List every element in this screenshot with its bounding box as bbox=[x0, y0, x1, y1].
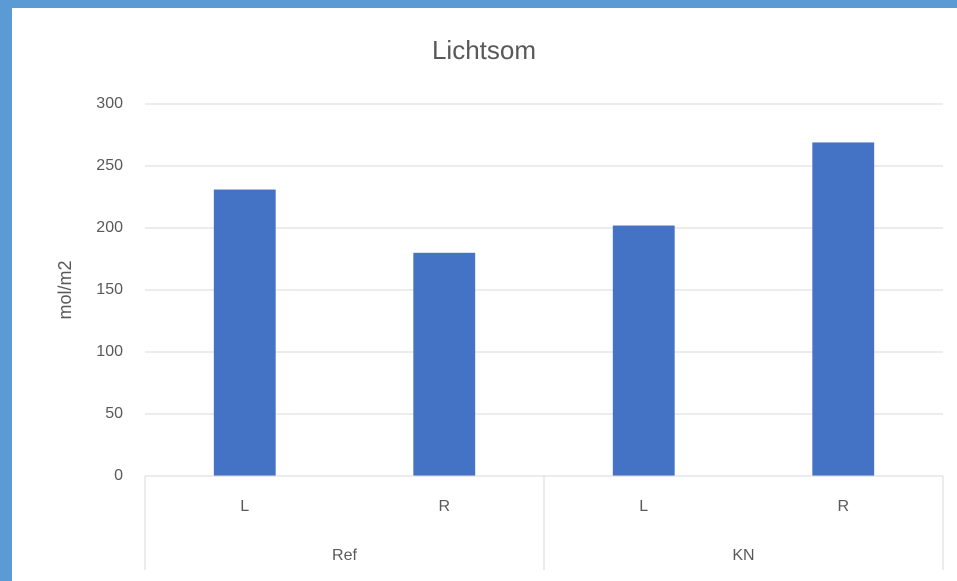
y-tick-label: 100 bbox=[96, 343, 123, 360]
y-axis-label: mol/m2 bbox=[55, 260, 75, 319]
x-tick-label: L bbox=[639, 498, 648, 515]
group-label: KN bbox=[732, 547, 754, 564]
x-tick-label: R bbox=[438, 498, 450, 515]
x-tick-label: L bbox=[240, 498, 249, 515]
y-tick-label: 150 bbox=[96, 281, 123, 298]
bar bbox=[413, 252, 476, 476]
bar bbox=[612, 225, 675, 476]
group-label: Ref bbox=[332, 547, 357, 564]
y-tick-label: 300 bbox=[96, 95, 123, 112]
y-tick-label: 0 bbox=[114, 467, 123, 484]
bar bbox=[812, 142, 875, 476]
chart-title: Lichtsom bbox=[432, 35, 536, 65]
y-tick-label: 200 bbox=[96, 219, 123, 236]
bar bbox=[213, 189, 276, 476]
y-tick-label: 50 bbox=[105, 405, 123, 422]
x-tick-label: R bbox=[837, 498, 849, 515]
y-tick-label: 250 bbox=[96, 157, 123, 174]
